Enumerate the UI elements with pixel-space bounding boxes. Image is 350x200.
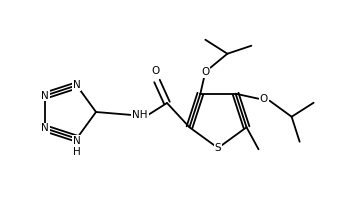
Text: O: O [151, 66, 159, 76]
Text: N: N [41, 91, 49, 101]
Text: O: O [259, 94, 268, 104]
Text: N: N [41, 123, 49, 133]
Text: N: N [73, 80, 80, 90]
Text: O: O [201, 67, 210, 77]
Text: S: S [215, 143, 221, 153]
Text: NH: NH [132, 110, 148, 120]
Text: N: N [73, 136, 80, 146]
Text: H: H [73, 147, 80, 157]
